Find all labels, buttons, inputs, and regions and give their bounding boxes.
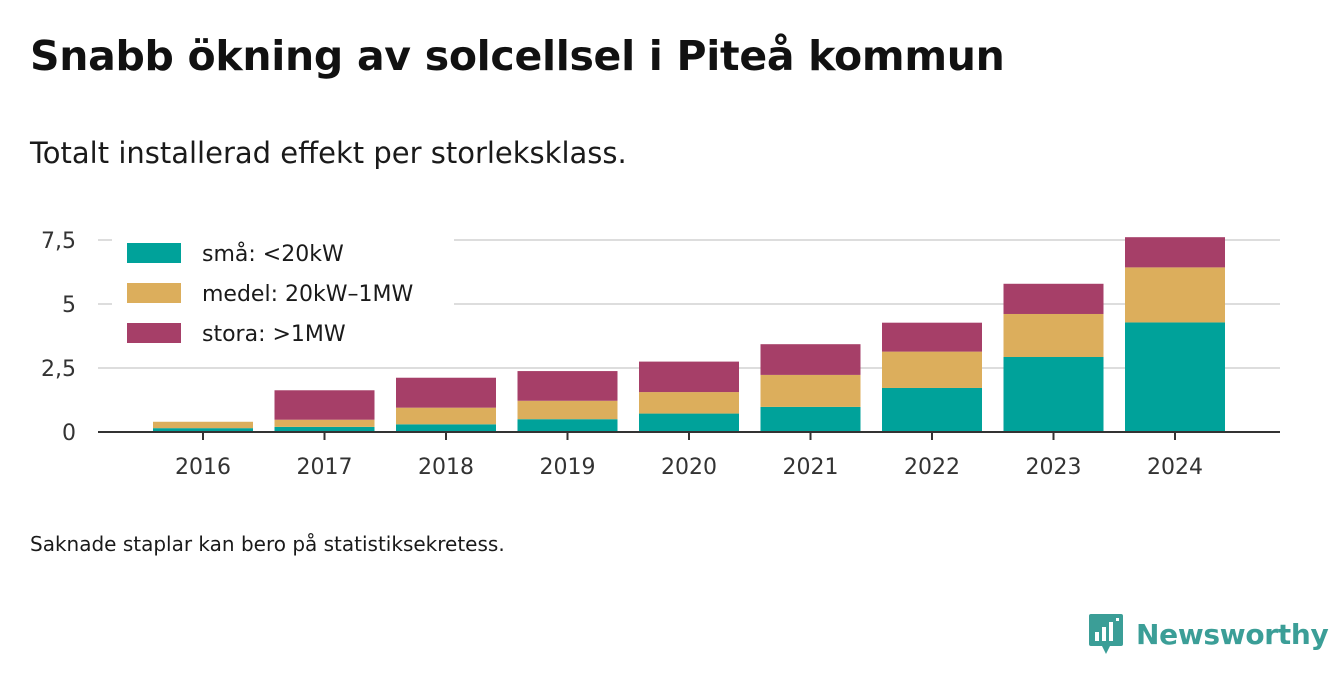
bar-segment [1125,237,1225,268]
bar-segment [517,371,618,401]
bar-segment [396,424,496,432]
x-tick-label: 2018 [418,455,474,480]
bars [153,237,1225,432]
legend-label: stora: >1MW [202,322,346,347]
legend-swatch [127,283,181,303]
bar-segment [396,407,496,425]
bar-segment [153,421,253,429]
x-tick-label: 2016 [175,455,231,480]
x-tick-label: 2022 [904,455,960,480]
bar-segment [517,419,618,432]
chart-subtitle: Totalt installerad effekt per storlekskl… [30,136,627,170]
bar-segment [274,390,375,420]
bar-segment [760,406,861,432]
bar-segment [274,426,375,432]
bar-segment [882,322,982,352]
x-tick-label: 2023 [1026,455,1082,480]
bar-segment [882,351,982,388]
y-tick-label: 0 [62,421,76,446]
y-tick-label: 7,5 [41,229,76,254]
legend-swatch [127,243,181,263]
axes: 0 2,5 5 7,5 2016 2017 2018 2019 2020 2021 2022 2023… [41,229,1280,480]
x-tick-label: 2021 [783,455,839,480]
bar-segment [1125,322,1225,432]
bar-segment [517,400,618,420]
y-tick-label: 2,5 [41,357,76,382]
x-tick-label: 2017 [297,455,353,480]
brand-logo: Newsworthy [1088,612,1329,656]
bar-segment [1003,313,1104,357]
bar-segment [639,392,739,414]
legend-label: små: <20kW [202,241,344,267]
x-tick-label: 2020 [661,455,717,480]
bar-segment [760,344,861,375]
legend-label: medel: 20kW–1MW [202,282,413,307]
chart-title: Snabb ökning av solcellsel i Piteå kommu… [30,32,1005,80]
bar-segment [1125,267,1225,323]
bar-segment [1003,356,1104,432]
bar-segment [760,374,861,407]
footnote: Saknade staplar kan bero på statistiksek… [30,532,505,556]
legend-swatch [127,323,181,343]
y-tick-label: 5 [62,293,76,318]
x-tick-label: 2019 [540,455,596,480]
bar-segment [153,428,253,432]
x-tick-label: 2024 [1147,455,1203,480]
bar-segment [639,361,739,393]
bar-segment [274,419,375,427]
bar-segment [396,377,496,408]
stacked-bar-chart: 0 2,5 5 7,5 2016 2017 2018 2019 2020 2021 2022 2023… [41,228,1280,480]
bar-segment [1003,283,1104,314]
brand-name: Newsworthy [1136,617,1329,651]
legend: små: <20kW medel: 20kW–1MW stora: >1MW [112,228,454,354]
newsworthy-bar-chart-icon [1089,614,1123,654]
bar-segment [882,387,982,432]
bar-segment [639,413,739,432]
